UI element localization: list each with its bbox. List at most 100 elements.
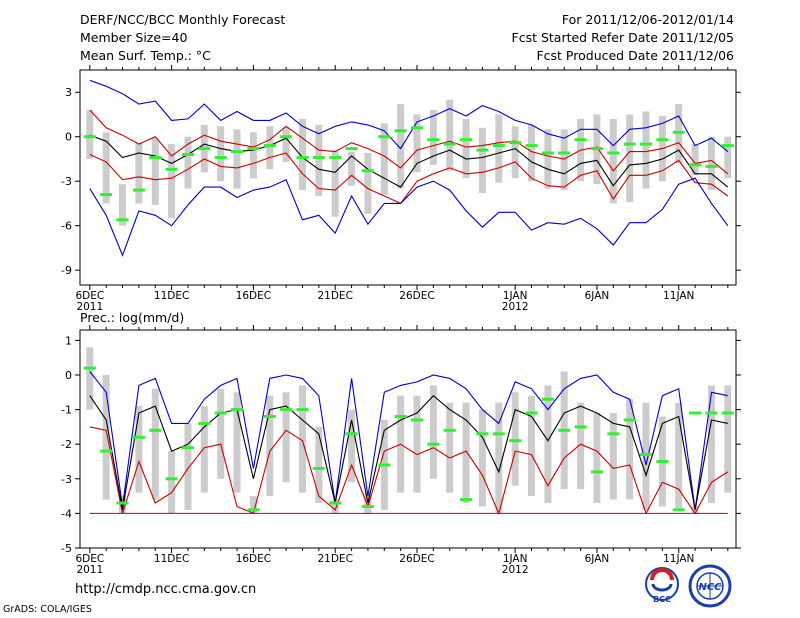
median-mark: [721, 144, 734, 148]
median-mark: [214, 411, 227, 415]
spread-box: [364, 153, 372, 214]
median-mark: [198, 147, 211, 151]
max-line: [89, 371, 728, 510]
spread-box: [348, 151, 356, 186]
spread-box: [429, 385, 437, 479]
median-mark: [427, 138, 440, 142]
spread-box: [577, 402, 585, 490]
median-mark: [100, 449, 113, 453]
spread-box: [413, 395, 421, 493]
upper-inner-line: [89, 109, 729, 175]
spread-box: [282, 392, 290, 483]
spread-box: [299, 118, 306, 191]
median-mark: [607, 151, 620, 155]
x-tick-label: 6DEC: [75, 553, 104, 565]
spread-box: [708, 136, 715, 191]
median-mark: [558, 151, 571, 155]
x-tick-label: 6JAN: [585, 553, 610, 565]
median-mark: [541, 151, 554, 155]
source-url[interactable]: http://cmdp.ncc.cma.gov.cn: [75, 582, 257, 597]
median-mark: [361, 169, 374, 173]
median-mark: [427, 442, 440, 446]
spread-box: [168, 144, 176, 219]
median-mark: [672, 508, 685, 512]
year-label: 2011: [76, 301, 103, 313]
variable-label: Mean Surf. Temp.: °C: [80, 48, 211, 63]
ncc-logo: NCC: [688, 564, 732, 608]
spread-box: [217, 388, 225, 479]
median-mark: [231, 150, 243, 154]
spread-box: [429, 110, 437, 165]
median-mark: [672, 130, 685, 134]
x-tick-label: 1JAN: [503, 553, 528, 565]
spread-box: [691, 144, 699, 176]
y-tick-label: 0: [65, 131, 72, 144]
median-mark: [83, 366, 96, 370]
spread-box: [168, 451, 176, 514]
chart-panel-1: 3 0 -3 -6 -9 6DEC 11DEC 16DEC 21DEC 26DEC 1JAN 6JAN…: [61, 65, 741, 313]
y-tick-label: -1: [61, 404, 72, 417]
median-mark: [296, 156, 309, 159]
spread-box: [217, 126, 225, 182]
median-mark: [721, 411, 734, 415]
spread-box: [724, 136, 732, 179]
median-mark: [214, 156, 227, 159]
y-tick-label: 3: [65, 86, 72, 99]
median-mark: [411, 418, 423, 422]
spread-box: [544, 385, 552, 504]
median-mark: [198, 421, 211, 425]
median-mark: [182, 446, 194, 450]
spread-box: [642, 402, 650, 510]
median-mark: [280, 408, 293, 412]
start-date: Fcst Started Refer Date 2011/12/05: [511, 30, 735, 45]
spread-box: [184, 136, 192, 189]
median-mark: [149, 156, 162, 159]
median-mark: [231, 408, 243, 412]
y-tick-label: -3: [61, 473, 72, 486]
median-mark: [345, 432, 358, 436]
x-tick-label: 16DEC: [236, 290, 271, 302]
median-mark: [640, 453, 652, 457]
spread-box: [495, 402, 503, 514]
x-tick-label: 21DEC: [317, 553, 352, 565]
x-tick-label: 11DEC: [154, 290, 189, 302]
median-mark: [460, 138, 473, 142]
median-mark: [329, 501, 342, 505]
spread-box: [626, 399, 634, 500]
spread-box: [446, 402, 454, 493]
spread-box: [511, 392, 519, 486]
median-mark: [345, 147, 358, 151]
agency-logos: BCC NCC: [645, 564, 732, 608]
median-mark: [640, 142, 652, 146]
spread-box: [315, 124, 323, 197]
spread-box: [233, 392, 241, 493]
spread-box: [151, 388, 159, 500]
median-mark: [296, 408, 309, 412]
spread-box: [102, 132, 110, 204]
y-tick-label: -3: [61, 175, 72, 188]
ensemble-mean-line: [89, 134, 729, 188]
median-mark: [656, 138, 669, 142]
median-mark: [689, 411, 702, 415]
median-mark: [411, 126, 423, 130]
median-mark: [492, 144, 505, 148]
x-tick-label: 11JAN: [663, 553, 694, 565]
spread-box: [249, 496, 257, 514]
spread-box: [86, 347, 94, 410]
median-mark: [378, 463, 391, 467]
y-tick-label: -9: [61, 264, 72, 277]
median-mark: [476, 148, 489, 152]
spread-box: [299, 385, 306, 493]
median-mark: [509, 141, 522, 145]
median-mark: [492, 432, 505, 436]
x-tick-label: 1JAN: [503, 290, 528, 302]
spread-box: [135, 406, 143, 493]
median-mark: [312, 156, 325, 159]
spread-box: [266, 395, 274, 496]
median-mark: [132, 188, 145, 192]
median-mark: [247, 508, 260, 512]
spread-box: [315, 426, 323, 503]
spread-box: [266, 126, 274, 170]
